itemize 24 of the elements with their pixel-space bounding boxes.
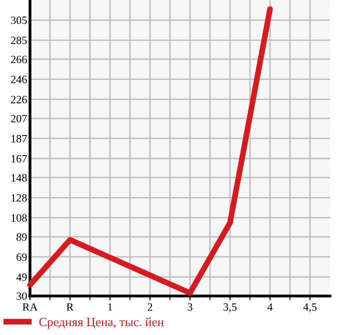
y-tick-label: 226 xyxy=(11,96,27,104)
y-tick-label: 266 xyxy=(11,56,27,64)
y-tick-label: 89 xyxy=(16,233,27,241)
y-tick-label: 49 xyxy=(16,273,27,281)
x-tick-label: 4 xyxy=(267,303,273,311)
x-tick-label: 3 xyxy=(188,303,192,311)
y-tick-label: 30 xyxy=(16,292,27,300)
x-tick-label: R xyxy=(66,303,74,311)
y-tick-label: 187 xyxy=(12,134,27,142)
y-tick-label: 285 xyxy=(11,36,27,44)
x-tick-label: 4,5 xyxy=(303,303,317,312)
y-tick-label: 167 xyxy=(12,155,27,162)
y-tick-label: 128 xyxy=(12,194,27,202)
y-tick-label: 148 xyxy=(12,174,27,182)
y-tick-label: 207 xyxy=(11,114,27,122)
y-tick-label: 69 xyxy=(16,253,27,261)
y-tick-label: 305 xyxy=(11,16,27,24)
x-tick-label: 2 xyxy=(148,303,152,311)
legend-label: Средняя Цена, тыс. йен xyxy=(39,318,164,329)
y-tick-label: 108 xyxy=(12,214,27,222)
x-tick-label: 1 xyxy=(108,303,112,311)
x-tick-label: 3,5 xyxy=(224,303,237,312)
x-tick-label: RA xyxy=(22,303,38,311)
y-tick-label: 246 xyxy=(11,76,27,84)
